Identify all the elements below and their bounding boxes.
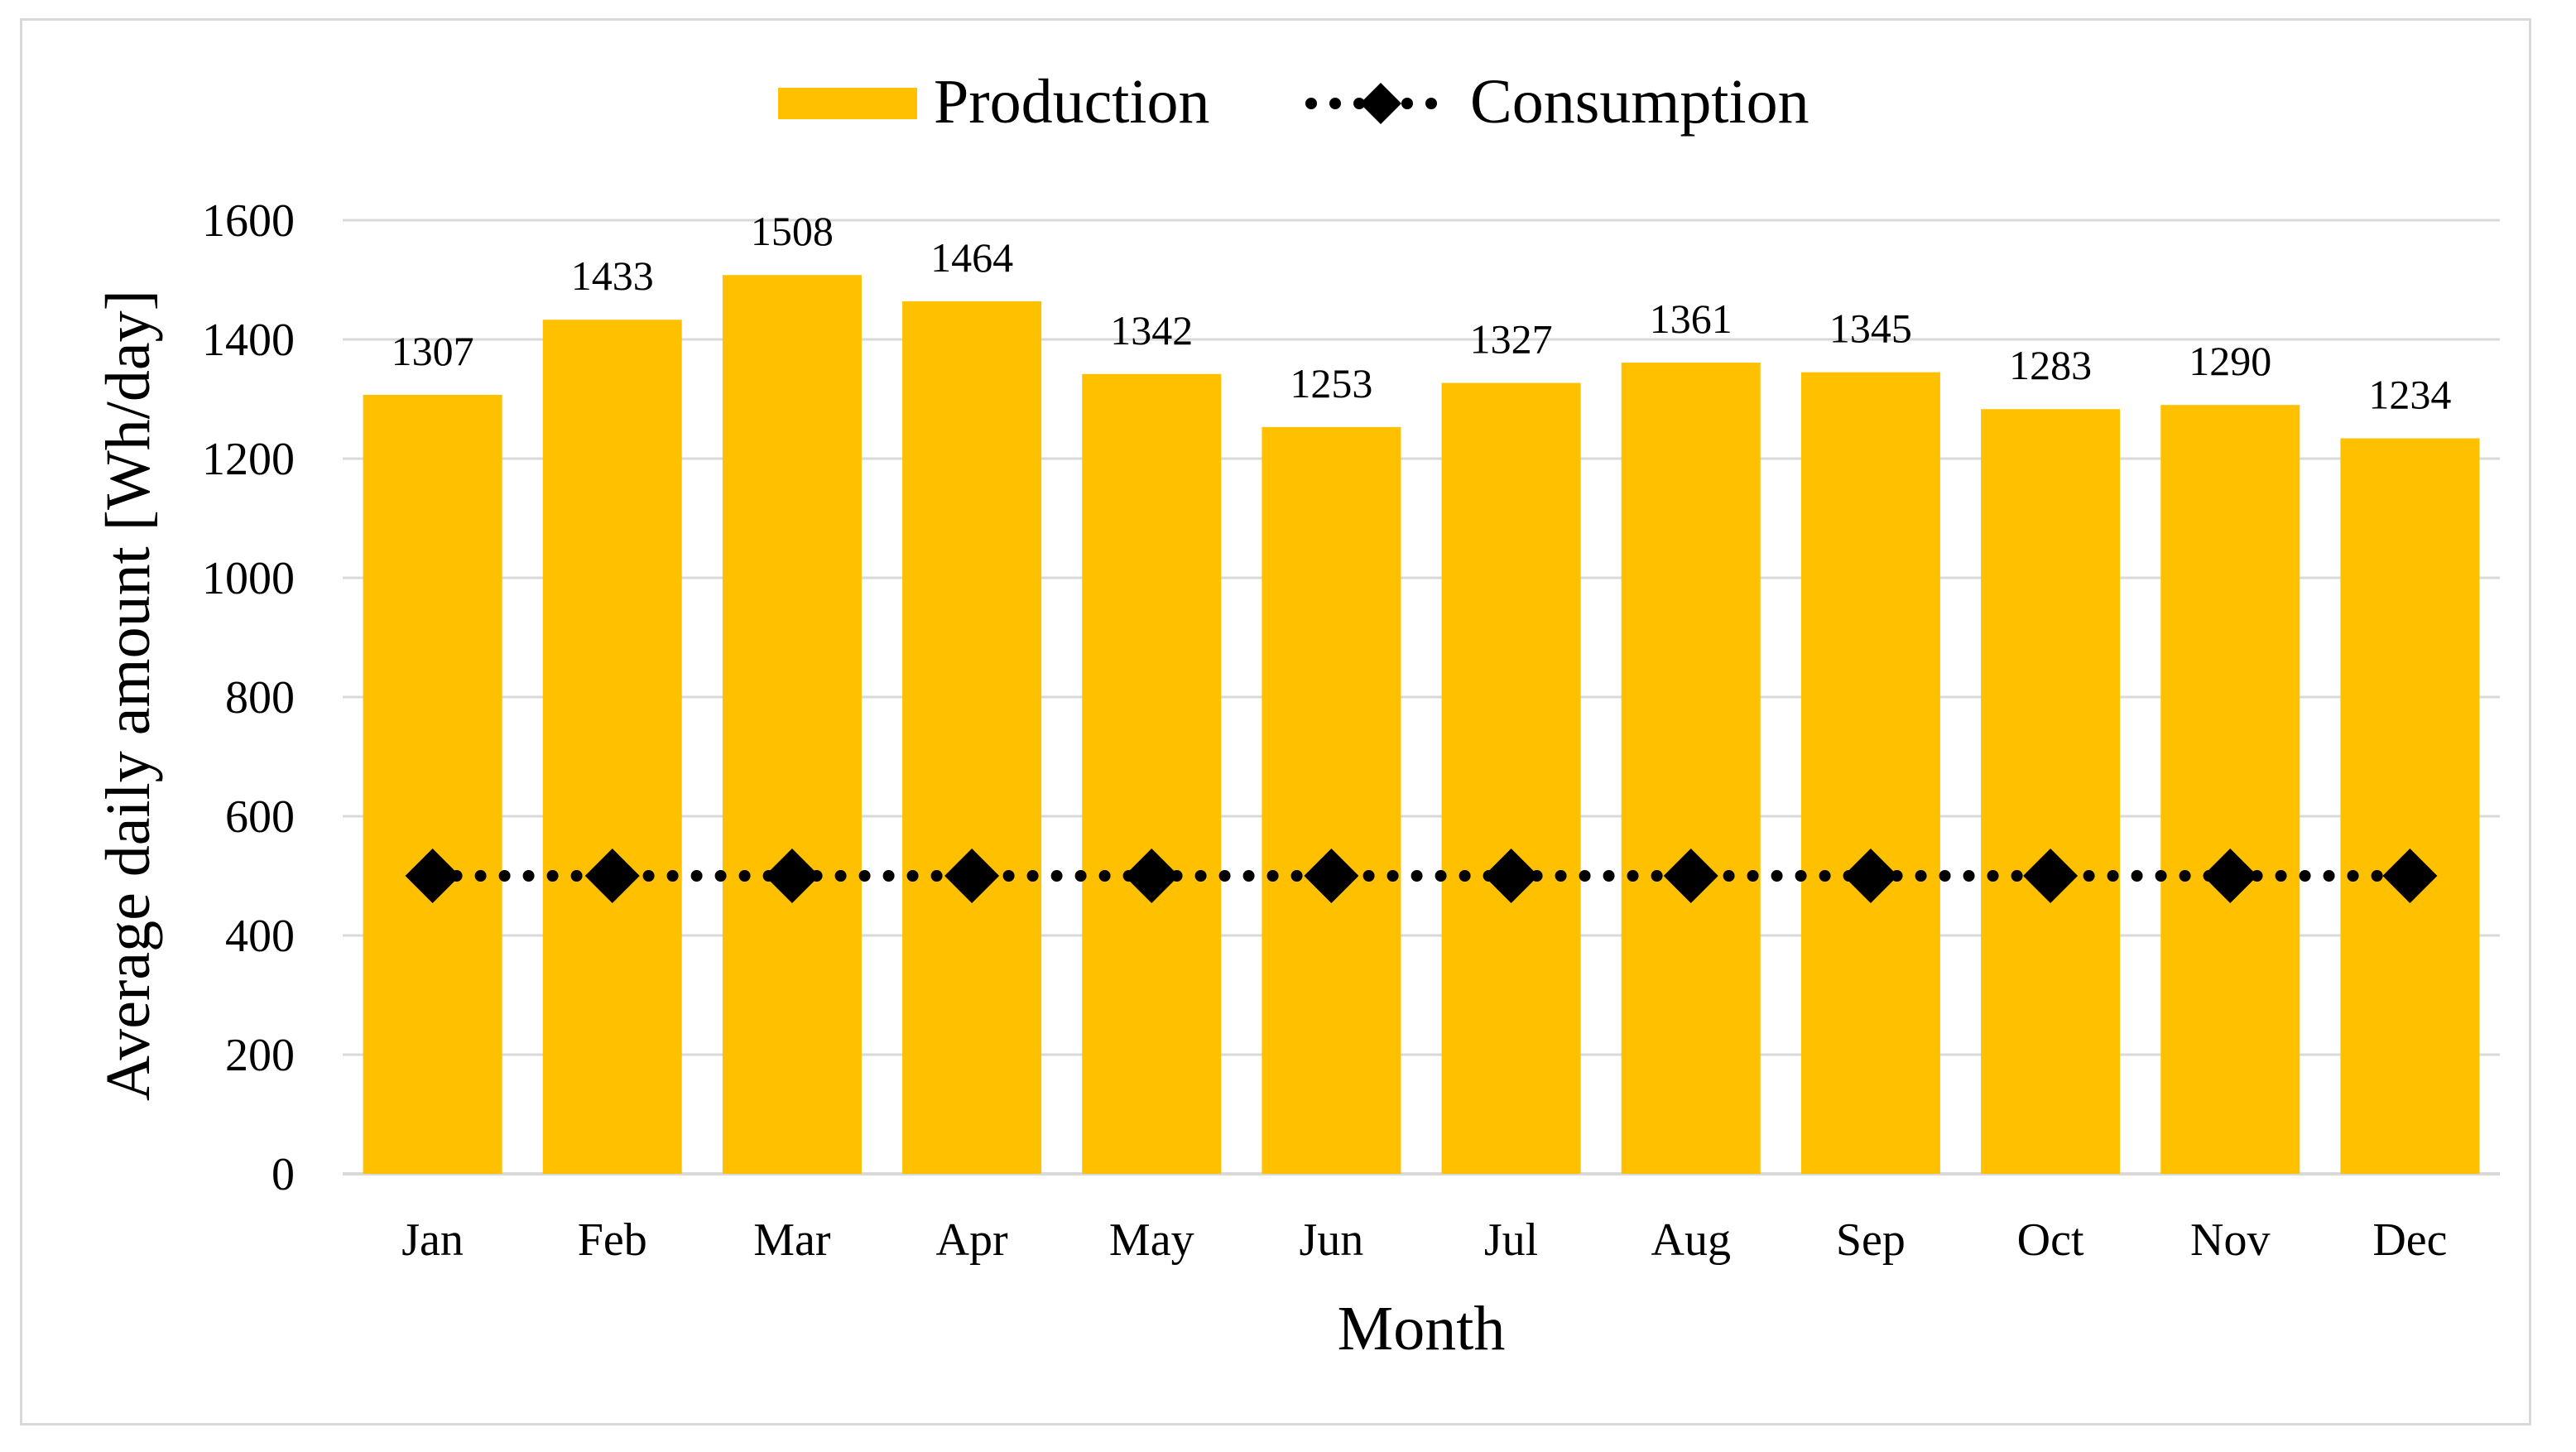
consumption-marker-jun <box>1304 849 1359 903</box>
legend: Production Consumption <box>778 67 1809 137</box>
y-tick-label: 400 <box>225 911 295 962</box>
production-data-label: 1508 <box>751 208 834 254</box>
consumption-marker-nov <box>2203 849 2258 903</box>
consumption-marker-dec <box>2382 849 2438 903</box>
production-data-label: 1433 <box>571 252 654 299</box>
production-bar-jan <box>363 394 502 1175</box>
production-data-label: 1290 <box>2189 338 2271 384</box>
legend-consumption-label: Consumption <box>1470 67 1809 137</box>
production-data-label: 1234 <box>2368 372 2451 418</box>
production-data-label: 1327 <box>1470 316 1553 363</box>
y-tick-label: 1000 <box>202 553 295 604</box>
consumption-marker-sep <box>1843 849 1898 903</box>
legend-consumption-marker <box>1360 83 1401 124</box>
x-tick-label: Jul <box>1484 1214 1538 1266</box>
x-tick-label: Jan <box>401 1214 464 1266</box>
x-tick-label: Aug <box>1651 1214 1731 1266</box>
production-bar-apr <box>902 300 1042 1174</box>
x-tick-label: Sep <box>1836 1214 1906 1266</box>
production-bars <box>363 275 2480 1175</box>
legend-production-swatch <box>778 88 917 119</box>
x-tick-label: Dec <box>2372 1214 2447 1266</box>
consumption-marker-feb <box>584 849 640 903</box>
legend-consumption-swatch <box>1305 83 1456 124</box>
production-bar-feb <box>542 320 682 1174</box>
production-bar-mar <box>722 275 862 1174</box>
production-bar-jul <box>1441 382 1581 1174</box>
production-data-label: 1464 <box>930 234 1013 281</box>
production-data-label: 1342 <box>1110 307 1193 353</box>
consumption-marker-jan <box>405 849 460 903</box>
y-tick-label: 1600 <box>202 195 295 247</box>
production-bar-aug <box>1621 363 1761 1175</box>
x-tick-label: Oct <box>2017 1214 2084 1266</box>
x-tick-label: Mar <box>753 1214 831 1266</box>
production-bar-jun <box>1262 426 1401 1174</box>
x-tick-label: Jun <box>1300 1214 1364 1266</box>
production-bar-may <box>1082 373 1222 1174</box>
production-data-label: 1361 <box>1650 296 1733 342</box>
consumption-marker-oct <box>2023 849 2079 903</box>
y-tick-label: 1400 <box>202 315 295 366</box>
y-axis-title: Average daily amount [Wh/day] <box>94 290 163 1101</box>
production-data-label: 1307 <box>392 328 474 374</box>
y-axis-ticks: 0 200 400 600 800 1000 1200 1400 1600 <box>202 195 295 1200</box>
consumption-marker-aug <box>1663 849 1718 903</box>
production-bar-nov <box>2160 405 2300 1174</box>
y-tick-label: 0 <box>272 1149 295 1200</box>
y-tick-label: 800 <box>225 672 295 724</box>
gridlines <box>343 219 2500 1176</box>
production-bar-dec <box>2340 438 2480 1174</box>
x-axis-title: Month <box>1338 1294 1506 1363</box>
y-tick-label: 200 <box>225 1030 295 1081</box>
consumption-marker-apr <box>944 849 1000 903</box>
production-data-label: 1253 <box>1290 360 1372 406</box>
consumption-marker-mar <box>764 849 819 903</box>
x-tick-label: Apr <box>936 1214 1008 1266</box>
legend-production-label: Production <box>934 67 1210 137</box>
y-tick-label: 600 <box>225 791 295 843</box>
y-tick-label: 1200 <box>202 434 295 485</box>
x-tick-label: May <box>1109 1214 1194 1266</box>
x-axis-ticks: Jan Feb Mar Apr May Jun Jul Aug Sep Oct Nov Dec <box>401 1214 2447 1266</box>
production-data-label: 1283 <box>2009 342 2092 388</box>
x-tick-label: Feb <box>578 1214 647 1266</box>
consumption-marker-jul <box>1483 849 1539 903</box>
consumption-marker-may <box>1124 849 1180 903</box>
x-tick-label: Nov <box>2190 1214 2270 1266</box>
production-bar-oct <box>1981 409 2121 1174</box>
consumption-series <box>405 849 2438 903</box>
production-data-label: 1345 <box>1829 305 1912 352</box>
production-bar-sep <box>1800 372 1940 1175</box>
production-data-labels: 1307 1433 1508 1464 1342 1253 1327 1361 1345 1283… <box>392 208 2452 417</box>
